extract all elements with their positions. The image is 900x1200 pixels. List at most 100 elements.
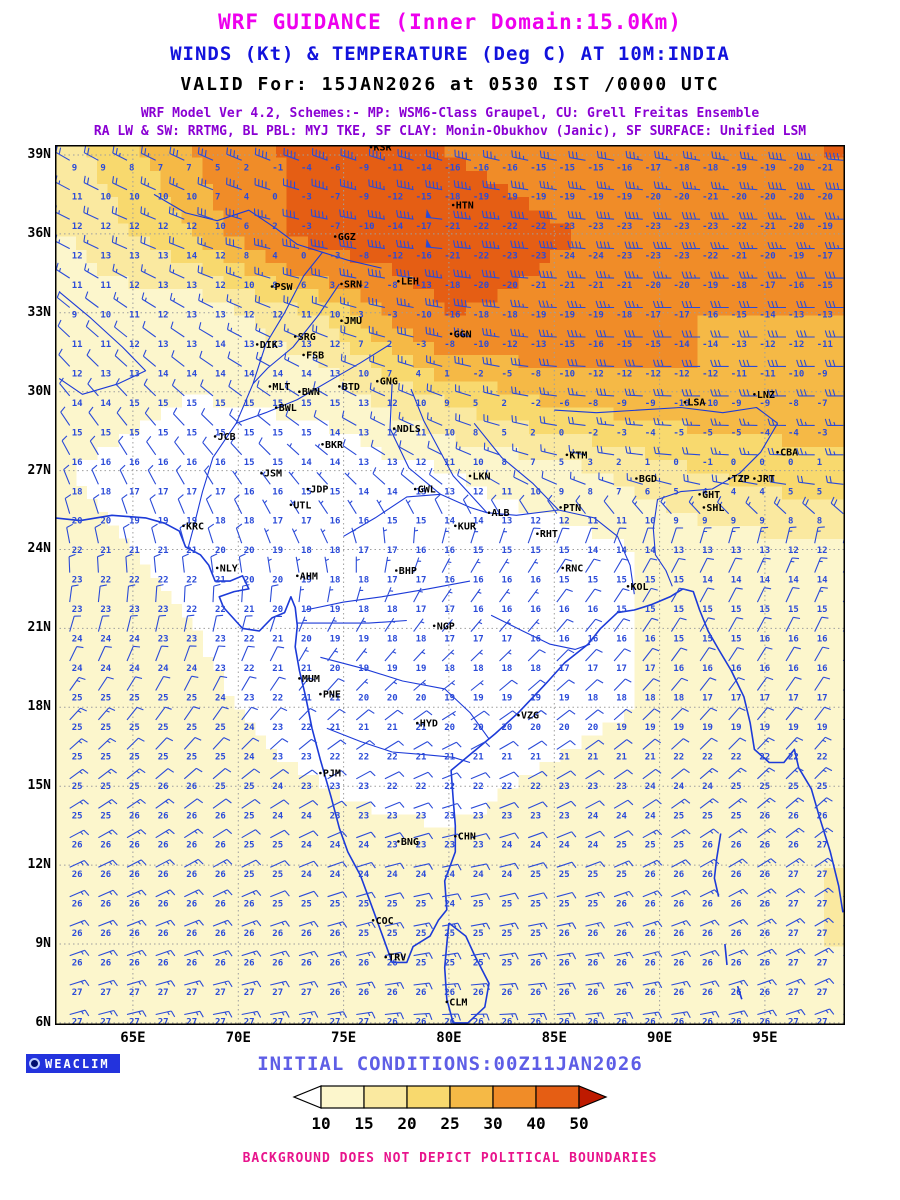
svg-text:0: 0 — [272, 193, 277, 203]
svg-text:14: 14 — [702, 576, 713, 586]
svg-text:25: 25 — [301, 900, 312, 910]
svg-text:16: 16 — [530, 576, 541, 586]
svg-text:-20: -20 — [759, 252, 775, 262]
svg-text:9: 9 — [731, 517, 736, 527]
lat-tick-label: 12N — [27, 857, 51, 873]
svg-text:8: 8 — [244, 252, 249, 262]
station-marker — [702, 506, 706, 509]
station-label: LSA — [687, 398, 705, 409]
svg-text:10: 10 — [473, 458, 484, 468]
svg-text:25: 25 — [129, 723, 140, 733]
svg-text:21: 21 — [301, 664, 312, 674]
svg-text:-21: -21 — [759, 222, 775, 232]
svg-text:16: 16 — [129, 458, 140, 468]
svg-text:23: 23 — [530, 811, 541, 821]
svg-text:24: 24 — [559, 841, 570, 851]
svg-text:18: 18 — [244, 517, 255, 527]
svg-text:14: 14 — [215, 369, 226, 379]
svg-text:14: 14 — [387, 487, 398, 497]
svg-text:15: 15 — [616, 605, 627, 615]
svg-text:19: 19 — [673, 723, 684, 733]
svg-text:14: 14 — [244, 369, 255, 379]
svg-text:4: 4 — [244, 193, 250, 203]
svg-text:15: 15 — [158, 428, 169, 438]
svg-text:7: 7 — [358, 340, 363, 350]
svg-text:26: 26 — [186, 870, 197, 880]
svg-text:16: 16 — [358, 517, 369, 527]
svg-text:12: 12 — [129, 281, 140, 291]
svg-text:13: 13 — [358, 458, 369, 468]
svg-text:15: 15 — [72, 428, 83, 438]
svg-text:16: 16 — [588, 635, 599, 645]
svg-text:11: 11 — [100, 281, 111, 291]
svg-text:22: 22 — [444, 782, 455, 792]
svg-text:-8: -8 — [788, 399, 799, 409]
lat-tick-label: 18N — [27, 699, 51, 715]
svg-text:14: 14 — [215, 340, 226, 350]
svg-text:-23: -23 — [702, 222, 718, 232]
svg-text:-17: -17 — [759, 281, 775, 291]
svg-text:0: 0 — [673, 458, 678, 468]
svg-text:-4: -4 — [759, 428, 770, 438]
svg-text:-3: -3 — [301, 193, 312, 203]
svg-text:5: 5 — [215, 163, 220, 173]
svg-text:26: 26 — [100, 929, 111, 939]
svg-text:-19: -19 — [588, 311, 604, 321]
station-label: AHM — [300, 571, 318, 582]
svg-text:26: 26 — [673, 900, 684, 910]
svg-text:24: 24 — [358, 841, 369, 851]
svg-text:24: 24 — [588, 811, 599, 821]
svg-text:21: 21 — [272, 635, 283, 645]
svg-text:17: 17 — [788, 694, 799, 704]
svg-text:7: 7 — [616, 487, 621, 497]
svg-text:-16: -16 — [416, 252, 432, 262]
svg-text:13: 13 — [215, 311, 226, 321]
station-marker — [727, 477, 731, 480]
svg-text:-24: -24 — [559, 252, 576, 262]
svg-text:-19: -19 — [559, 193, 575, 203]
svg-text:-16: -16 — [702, 311, 718, 321]
svg-text:4: 4 — [731, 487, 737, 497]
svg-text:-15: -15 — [817, 281, 833, 291]
station-label: RHT — [540, 529, 558, 540]
svg-text:-8: -8 — [358, 252, 369, 262]
svg-text:16: 16 — [559, 635, 570, 645]
station-label: PNE — [323, 690, 341, 701]
station-label: JRT — [757, 474, 775, 485]
lon-tick-label: 95E — [752, 1030, 778, 1046]
svg-text:26: 26 — [330, 959, 341, 969]
svg-text:16: 16 — [502, 605, 513, 615]
svg-text:23: 23 — [387, 841, 398, 851]
svg-text:23: 23 — [72, 576, 83, 586]
svg-text:24: 24 — [530, 841, 541, 851]
svg-text:12: 12 — [244, 311, 255, 321]
svg-text:-18: -18 — [473, 311, 489, 321]
svg-text:-9: -9 — [358, 163, 369, 173]
svg-text:26: 26 — [731, 841, 742, 851]
station-marker — [302, 353, 305, 357]
svg-text:23: 23 — [129, 605, 140, 615]
station-label: LNZ — [757, 390, 775, 401]
svg-text:15: 15 — [702, 635, 713, 645]
svg-text:26: 26 — [473, 988, 484, 998]
lon-tick-label: 70E — [225, 1030, 251, 1046]
svg-text:25: 25 — [129, 694, 140, 704]
svg-text:18: 18 — [301, 546, 312, 556]
svg-text:26: 26 — [100, 900, 111, 910]
svg-text:25: 25 — [100, 811, 111, 821]
svg-text:-14: -14 — [759, 311, 776, 321]
svg-text:25: 25 — [502, 900, 513, 910]
svg-text:27: 27 — [817, 900, 828, 910]
svg-text:16: 16 — [817, 635, 828, 645]
lon-tick-label: 80E — [436, 1030, 462, 1046]
svg-text:13: 13 — [158, 281, 169, 291]
svg-text:9: 9 — [702, 517, 707, 527]
svg-text:17: 17 — [559, 664, 570, 674]
svg-text:0: 0 — [301, 252, 306, 262]
lat-tick-label: 30N — [27, 383, 51, 399]
svg-text:-12: -12 — [588, 369, 604, 379]
svg-text:8: 8 — [817, 517, 822, 527]
svg-text:11: 11 — [100, 340, 111, 350]
svg-text:-14: -14 — [702, 340, 719, 350]
svg-text:16: 16 — [530, 635, 541, 645]
